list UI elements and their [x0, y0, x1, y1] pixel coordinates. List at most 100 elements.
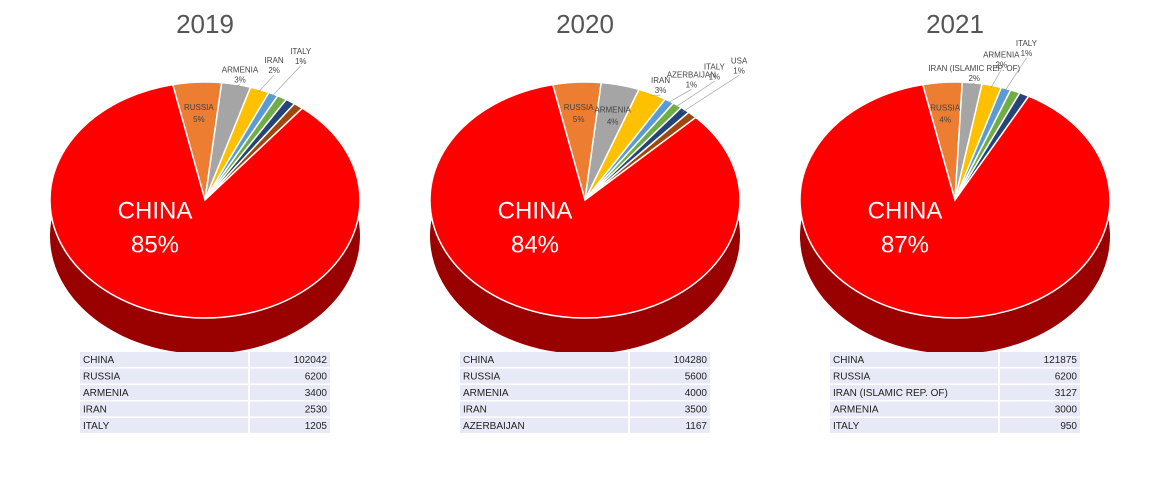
slice-label: RUSSIA — [564, 103, 594, 112]
table-number: 3500 — [685, 404, 708, 415]
table-number: 5600 — [685, 371, 708, 382]
slice-value-label: 1% — [733, 66, 745, 75]
table-text: ARMENIA — [833, 404, 879, 415]
table-cell — [80, 368, 248, 384]
slice-label: ARMENIA — [594, 106, 631, 115]
chart-title: 2020 — [556, 9, 614, 39]
table-number: 3000 — [1055, 404, 1078, 415]
slice-label: RUSSIA — [930, 103, 960, 112]
table-cell — [1000, 418, 1080, 433]
table-cell — [250, 401, 330, 417]
slice-label: IRAN — [265, 56, 284, 65]
table-cell — [830, 418, 998, 433]
slice-value-label: 1% — [1021, 49, 1033, 58]
table-number: 1205 — [305, 421, 328, 432]
slice-label: RUSSIA — [184, 103, 214, 112]
table-cell — [460, 385, 628, 400]
table-text: ITALY — [83, 421, 110, 432]
slice — [799, 83, 1111, 319]
slice — [49, 83, 361, 319]
leader-line — [971, 82, 975, 86]
table-cell — [460, 418, 628, 433]
slice-label: ITALY — [1016, 39, 1038, 48]
slice-value-label: 1% — [295, 57, 307, 66]
table-number: 4000 — [685, 388, 708, 399]
slice-value-label: 5% — [193, 115, 205, 124]
table-number: 6200 — [305, 371, 328, 382]
table-cell — [1000, 368, 1080, 384]
table-cell — [630, 368, 710, 384]
table-cell — [830, 352, 998, 367]
table-number: 3400 — [305, 388, 328, 399]
table-cell — [80, 385, 248, 400]
table-cell — [250, 352, 330, 367]
table-cell — [460, 401, 628, 417]
leader-line — [235, 84, 241, 88]
chart-title: 2021 — [926, 9, 984, 39]
slice-label: CHINA — [498, 197, 573, 224]
slice-value-label: 2% — [268, 66, 280, 75]
table-number: 6200 — [1055, 371, 1078, 382]
table-text: AZERBAIJAN — [463, 421, 525, 432]
table-text: RUSSIA — [833, 371, 871, 382]
slice-value-label: 2% — [968, 74, 980, 83]
table-cell — [460, 352, 628, 367]
table-text: ITALY — [833, 421, 860, 432]
leader-line — [682, 74, 740, 112]
table-cell — [250, 368, 330, 384]
slice-value-label: 85% — [131, 231, 179, 258]
table-number: 3127 — [1055, 388, 1078, 399]
leader-line — [1004, 57, 1027, 91]
table-cell — [460, 368, 628, 384]
slice-value-label: 4% — [939, 115, 951, 124]
table-cell — [830, 401, 998, 417]
slice-value-label: 3% — [234, 76, 246, 85]
table-number: 121875 — [1044, 355, 1078, 366]
table-cell — [630, 418, 710, 433]
table-number: 950 — [1060, 421, 1077, 432]
leader-line — [258, 74, 275, 93]
leader-line — [990, 69, 1002, 88]
table-cell — [80, 401, 248, 417]
slice-label: ITALY — [704, 62, 726, 71]
table-cell — [630, 352, 710, 367]
chart-title: 2019 — [176, 9, 234, 39]
slice-value-label: 1% — [686, 80, 698, 89]
slice-label: AZERBAIJAN — [667, 70, 717, 79]
table-number: 1167 — [685, 421, 707, 432]
slice-value-label: 84% — [511, 231, 559, 258]
slice-label: CHINA — [118, 197, 193, 224]
table-text: IRAN (ISLAMIC REP. OF) — [833, 388, 948, 399]
slice-label: ARMENIA — [222, 66, 259, 75]
table-cell — [1000, 385, 1080, 400]
table-cell — [80, 418, 248, 433]
leader-line — [675, 81, 715, 108]
table-cell — [250, 418, 330, 433]
table-cell — [250, 385, 330, 400]
slice-value-label: 3% — [655, 86, 667, 95]
leader-line — [651, 94, 661, 97]
slice-label: USA — [731, 56, 748, 65]
table-text: CHINA — [833, 355, 864, 366]
table-text: IRAN — [463, 404, 487, 415]
table-text: ARMENIA — [463, 388, 509, 399]
slice-value-label: 1% — [709, 72, 721, 81]
slice-label: ITALY — [290, 47, 312, 56]
leader-line — [271, 65, 301, 97]
table-number: 102042 — [294, 355, 328, 366]
table-cell — [630, 401, 710, 417]
table-text: RUSSIA — [463, 371, 501, 382]
slice-value-label: 5% — [573, 115, 585, 124]
slice-label: ARMENIA — [983, 51, 1020, 60]
table-text: CHINA — [463, 355, 494, 366]
table-text: CHINA — [83, 355, 114, 366]
table-cell — [630, 385, 710, 400]
table-number: 104280 — [674, 355, 708, 366]
slice — [429, 83, 741, 319]
table-cell — [80, 352, 248, 367]
table-cell — [830, 385, 998, 400]
table-text: RUSSIA — [83, 371, 121, 382]
table-cell — [1000, 352, 1080, 367]
table-cell — [1000, 401, 1080, 417]
